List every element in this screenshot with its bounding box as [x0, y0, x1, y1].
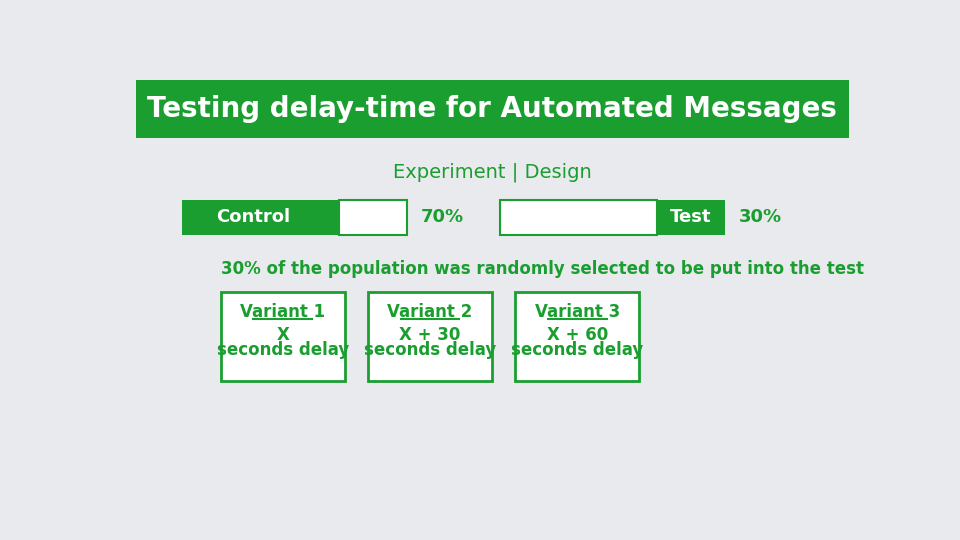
Text: 70%: 70%	[420, 208, 464, 226]
Text: X: X	[276, 327, 289, 345]
Text: X + 30: X + 30	[399, 327, 461, 345]
Text: X + 60: X + 60	[546, 327, 608, 345]
FancyBboxPatch shape	[135, 80, 849, 138]
Text: Variant 1: Variant 1	[240, 303, 325, 321]
FancyBboxPatch shape	[368, 292, 492, 381]
Text: Control: Control	[216, 208, 290, 226]
FancyBboxPatch shape	[516, 292, 639, 381]
Text: seconds delay: seconds delay	[217, 341, 348, 359]
Text: seconds delay: seconds delay	[364, 341, 496, 359]
FancyBboxPatch shape	[339, 200, 407, 235]
FancyBboxPatch shape	[657, 200, 725, 235]
Text: 30%: 30%	[738, 208, 781, 226]
Text: Variant 2: Variant 2	[388, 303, 472, 321]
Text: 30% of the population was randomly selected to be put into the test: 30% of the population was randomly selec…	[221, 260, 864, 278]
Text: Testing delay-time for Automated Messages: Testing delay-time for Automated Message…	[147, 95, 837, 123]
Text: Test: Test	[670, 208, 711, 226]
Text: Experiment | Design: Experiment | Design	[393, 163, 591, 183]
FancyBboxPatch shape	[500, 200, 657, 235]
Text: seconds delay: seconds delay	[511, 341, 643, 359]
FancyBboxPatch shape	[221, 292, 345, 381]
Text: Variant 3: Variant 3	[535, 303, 620, 321]
FancyBboxPatch shape	[182, 200, 339, 235]
